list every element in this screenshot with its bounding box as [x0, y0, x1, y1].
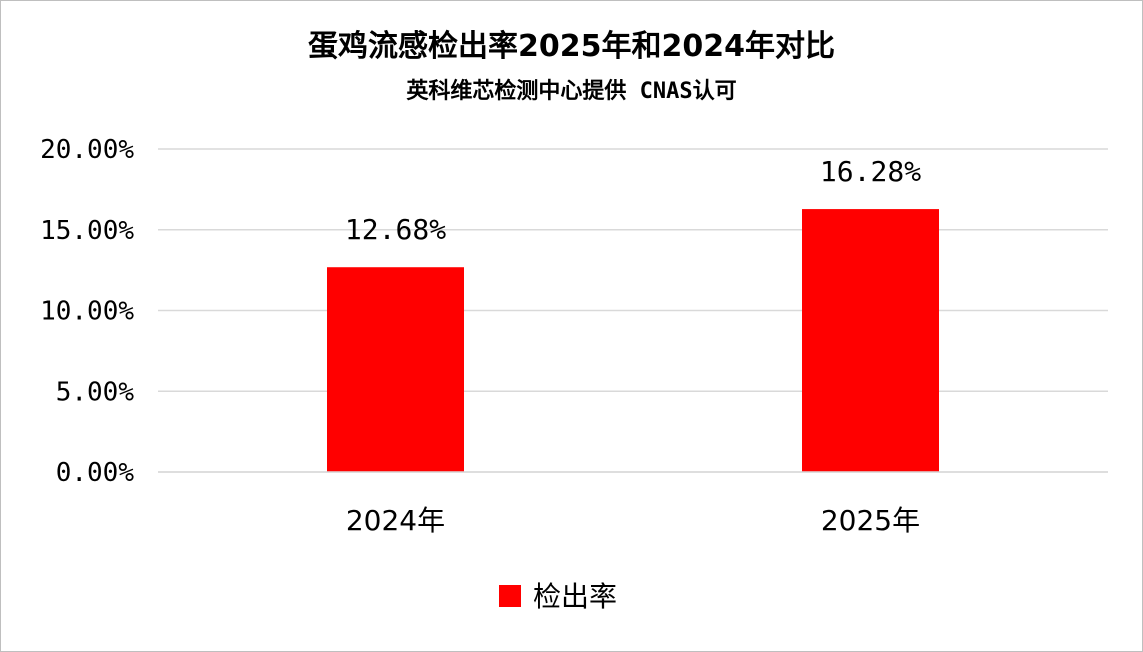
chart-title: 蛋鸡流感检出率2025年和2024年对比 [308, 29, 835, 64]
legend-swatch [499, 585, 521, 607]
chart-subtitle: 英科维芯检测中心提供 CNAS认可 [406, 79, 737, 104]
x-category-label: 2025年 [821, 504, 920, 537]
legend-label: 检出率 [533, 580, 617, 613]
y-tick-label: 20.00% [40, 135, 134, 165]
y-tick-label: 15.00% [40, 216, 134, 246]
x-category-label: 2024年 [346, 504, 445, 537]
y-tick-label: 0.00% [56, 458, 135, 488]
y-tick-label: 10.00% [40, 297, 134, 327]
data-label: 12.68% [345, 213, 446, 246]
y-tick-label: 5.00% [56, 377, 135, 407]
bar [802, 209, 939, 472]
data-label: 16.28% [820, 155, 921, 188]
bar [327, 267, 464, 472]
